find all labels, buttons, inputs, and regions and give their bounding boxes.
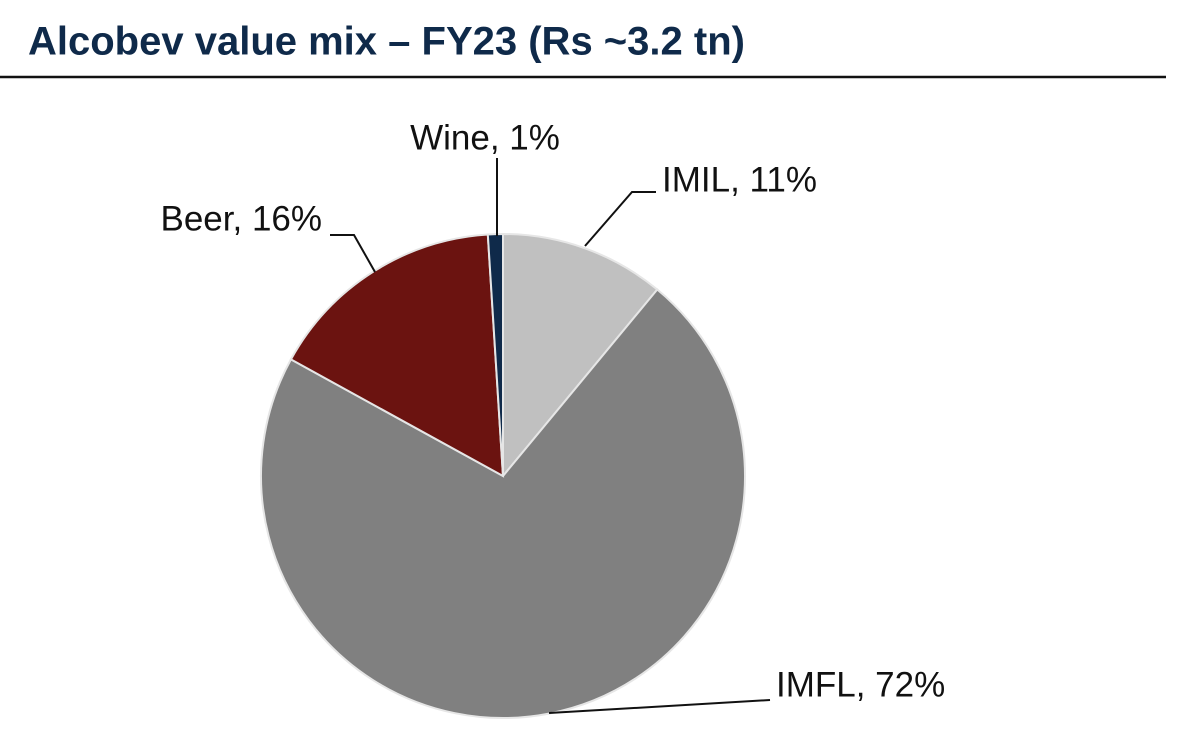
pie-slice — [502, 232, 659, 479]
leader-line — [548, 699, 771, 714]
leader-line — [330, 234, 376, 273]
data-label: Beer, 16% — [161, 199, 323, 238]
pie-slice — [260, 288, 746, 719]
pie-slice — [289, 233, 505, 478]
data-label: Wine, 1% — [410, 118, 560, 157]
pie-slice — [486, 232, 504, 477]
data-label: IMFL, 72% — [776, 665, 945, 704]
leader-line — [584, 191, 656, 247]
data-label: IMIL, 11% — [662, 160, 817, 199]
chart-title: Alcobev value mix – FY23 (Rs ~3.2 tn) — [28, 20, 745, 64]
